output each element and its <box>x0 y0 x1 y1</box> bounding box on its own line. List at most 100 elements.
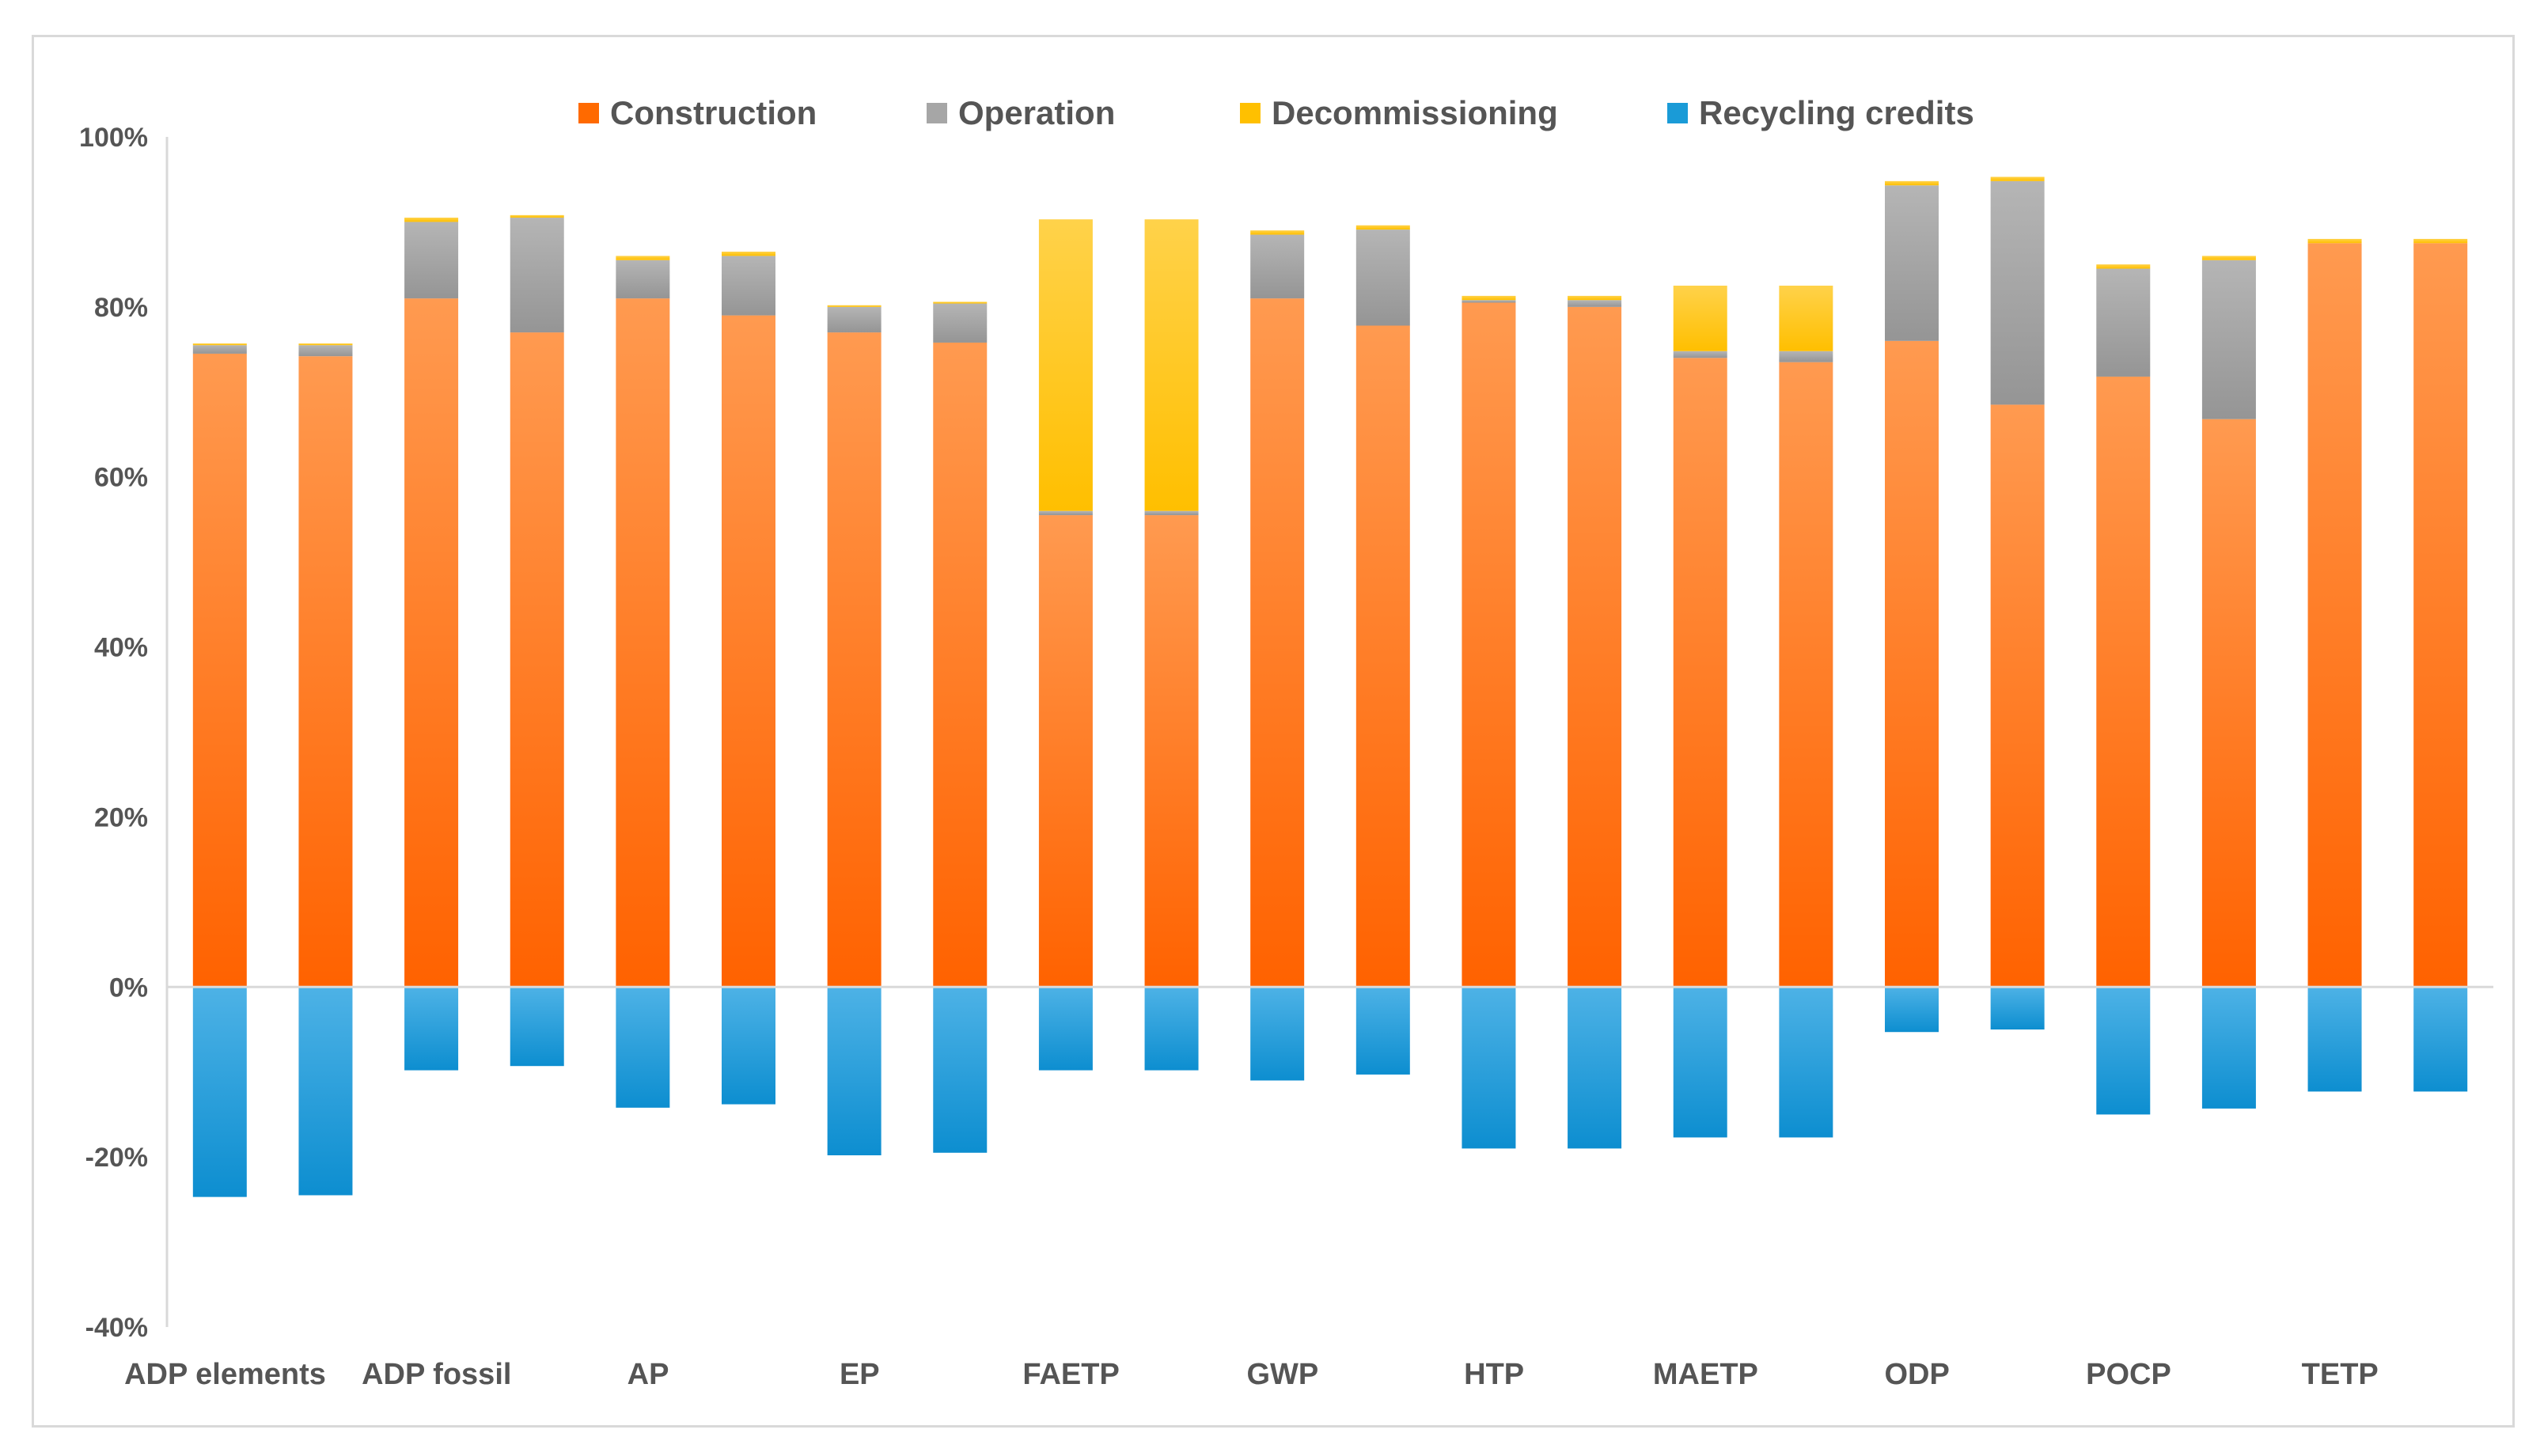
bar-recycling-credits-9 <box>1038 987 1093 1071</box>
legend-swatch-operation <box>927 103 947 123</box>
bar-recycling-credits-4 <box>510 987 564 1067</box>
bar-recycling-credits-22 <box>2413 987 2468 1092</box>
bar-recycling-credits-1 <box>192 987 247 1197</box>
bar-construction-2 <box>298 356 353 988</box>
bar-recycling-credits-8 <box>933 987 988 1153</box>
bar-operation-5 <box>616 260 670 299</box>
bar-construction-18 <box>1990 404 2045 988</box>
bar-construction-19 <box>2096 376 2151 988</box>
bar-decommissioning-14 <box>1568 295 1622 301</box>
legend-swatch-recycling-credits <box>1667 103 1688 123</box>
bar-recycling-credits-6 <box>722 987 775 1105</box>
legend-swatch-construction <box>578 103 599 123</box>
bar-operation-11 <box>1250 234 1305 299</box>
bar-decommissioning-17 <box>1885 180 1939 186</box>
bar-decommissioning-8 <box>933 301 988 304</box>
x-category-label: ADP elements <box>124 1358 326 1391</box>
x-category-label: HTP <box>1464 1358 1524 1391</box>
bar-operation-9 <box>1038 510 1093 516</box>
bar-decommissioning-21 <box>2307 238 2362 244</box>
bar-decommissioning-9 <box>1038 219 1093 511</box>
bar-operation-20 <box>2201 260 2256 419</box>
bar-operation-12 <box>1355 229 1410 326</box>
chart-frame: Construction Operation Decommissioning Recy… <box>32 35 2515 1428</box>
bar-recycling-credits-16 <box>1779 987 1833 1138</box>
x-category-label: TETP <box>2302 1358 2379 1391</box>
bar-decommissioning-20 <box>2201 256 2256 260</box>
bar-construction-8 <box>933 342 988 988</box>
bar-recycling-credits-12 <box>1355 987 1410 1075</box>
bar-operation-10 <box>1144 510 1199 516</box>
bar-construction-17 <box>1885 340 1939 988</box>
bar-recycling-credits-13 <box>1462 987 1516 1149</box>
bar-decommissioning-4 <box>510 214 564 218</box>
bar-recycling-credits-21 <box>2307 987 2362 1092</box>
bar-recycling-credits-10 <box>1144 987 1199 1071</box>
bar-construction-16 <box>1779 362 1833 988</box>
bar-decommissioning-7 <box>827 305 881 307</box>
bar-recycling-credits-7 <box>827 987 881 1155</box>
bar-construction-21 <box>2307 243 2362 988</box>
y-tick-label: 0% <box>109 973 148 1003</box>
bar-decommissioning-18 <box>1990 176 2045 181</box>
bars <box>192 176 2468 1197</box>
bar-operation-16 <box>1779 351 1833 362</box>
bar-construction-1 <box>192 353 247 988</box>
bar-decommissioning-19 <box>2096 264 2151 269</box>
legend-label-recycling-credits: Recycling credits <box>1699 94 1974 131</box>
legend-label-decommissioning: Decommissioning <box>1272 94 1558 131</box>
bar-recycling-credits-19 <box>2096 987 2151 1115</box>
bar-decommissioning-16 <box>1779 286 1833 351</box>
bar-construction-13 <box>1462 302 1516 988</box>
x-axis: ADP elements ADP fossil AP EP FAETP GWP HTP MAE… <box>124 985 2493 1391</box>
bar-decommissioning-22 <box>2413 238 2468 244</box>
bar-decommissioning-11 <box>1250 230 1305 235</box>
bar-decommissioning-6 <box>722 252 775 256</box>
legend-label-operation: Operation <box>958 94 1115 131</box>
bar-recycling-credits-11 <box>1250 987 1305 1081</box>
bar-construction-12 <box>1355 325 1410 988</box>
legend-swatch-decommissioning <box>1240 103 1261 123</box>
x-category-label: ADP fossil <box>362 1358 511 1391</box>
bar-operation-4 <box>510 218 564 333</box>
bar-recycling-credits-3 <box>404 987 459 1071</box>
bar-construction-5 <box>616 298 670 988</box>
y-tick-label: 40% <box>94 633 148 663</box>
bar-recycling-credits-14 <box>1568 987 1622 1149</box>
y-tick-label: 20% <box>94 802 148 832</box>
bar-construction-3 <box>404 298 459 988</box>
bar-decommissioning-5 <box>616 256 670 260</box>
bar-construction-4 <box>510 332 564 988</box>
bar-recycling-credits-15 <box>1673 987 1727 1138</box>
y-tick-label: 60% <box>94 463 148 493</box>
bar-decommissioning-13 <box>1462 295 1516 301</box>
bar-construction-7 <box>827 332 881 988</box>
bar-construction-22 <box>2413 243 2468 988</box>
bar-decommissioning-15 <box>1673 286 1727 351</box>
bar-decommissioning-1 <box>192 343 247 346</box>
bar-construction-15 <box>1673 358 1727 988</box>
bar-decommissioning-3 <box>404 218 459 222</box>
bar-recycling-credits-18 <box>1990 987 2045 1029</box>
bar-operation-15 <box>1673 351 1727 358</box>
x-category-label: EP <box>840 1358 880 1391</box>
bar-operation-6 <box>722 256 775 316</box>
y-tick-label: 80% <box>94 293 148 323</box>
bar-operation-3 <box>404 222 459 299</box>
bar-operation-19 <box>2096 268 2151 377</box>
x-category-label: AP <box>627 1358 669 1391</box>
bar-construction-11 <box>1250 298 1305 988</box>
y-tick-label: -40% <box>85 1313 148 1343</box>
bar-decommissioning-10 <box>1144 219 1199 511</box>
bar-recycling-credits-17 <box>1885 987 1939 1033</box>
bar-operation-14 <box>1568 300 1622 307</box>
legend: Construction Operation Decommissioning Recy… <box>578 94 1974 131</box>
x-category-label: ODP <box>1885 1358 1950 1391</box>
bar-construction-14 <box>1568 306 1622 988</box>
bar-operation-7 <box>827 306 881 333</box>
x-category-label: MAETP <box>1653 1358 1758 1391</box>
legend-label-construction: Construction <box>610 94 817 131</box>
bar-construction-20 <box>2201 419 2256 988</box>
y-tick-label: 100% <box>79 123 148 153</box>
bar-decommissioning-12 <box>1355 225 1410 230</box>
